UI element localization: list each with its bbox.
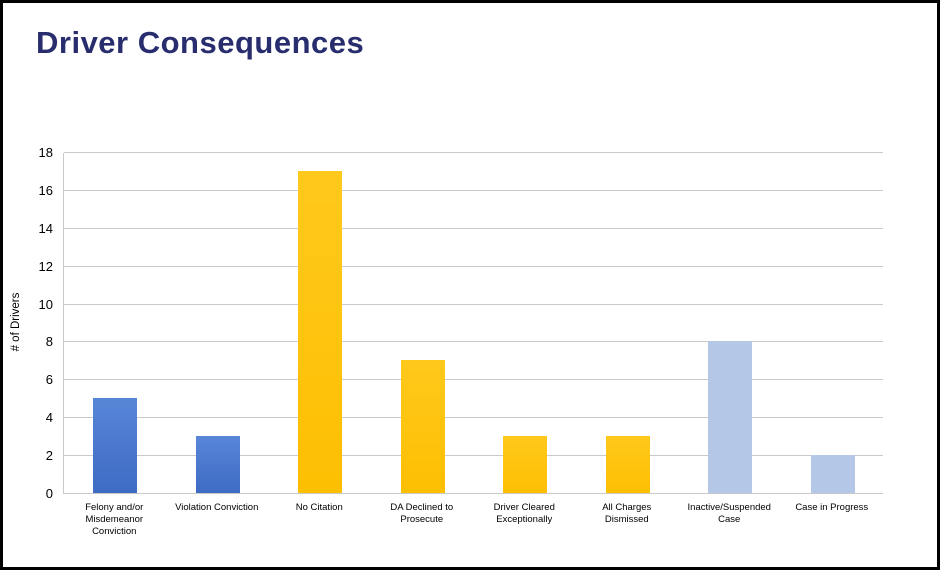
x-category-label-1: Felony and/or Misdemeanor Conviction [85, 502, 144, 537]
gridline-y-4 [64, 417, 883, 419]
bar-8 [810, 455, 855, 493]
y-tick-label-6: 6 [45, 372, 53, 388]
bar-4 [400, 360, 445, 493]
y-tick-label-8: 8 [45, 334, 53, 350]
x-category-label-8: Case in Progress [795, 502, 869, 513]
gridline-y-10 [64, 303, 883, 305]
bar-7 [708, 341, 753, 493]
y-tick-label-0: 0 [45, 486, 53, 501]
gridline-y-12 [64, 265, 883, 267]
x-category-label-7: Inactive/Suspended Case [687, 502, 771, 525]
bar-1 [93, 398, 138, 493]
gridline-y-16 [64, 189, 883, 191]
bar-6 [605, 436, 650, 493]
x-category-label-5: Driver Cleared Exceptionally [493, 502, 555, 525]
bar-2 [195, 436, 240, 493]
chart-title: Driver Consequences [36, 25, 365, 60]
y-tick-label-16: 16 [38, 182, 53, 198]
gridline-y-8 [64, 341, 883, 343]
x-category-label-6: All Charges Dismissed [602, 502, 652, 525]
plot-area [63, 152, 883, 494]
y-tick-label-18: 18 [38, 145, 53, 160]
y-tick-label-4: 4 [45, 410, 53, 426]
x-category-label-2: Violation Conviction [175, 502, 259, 513]
bar-chart: # of Drivers 0 2 4 6 8 10 12 14 16 18 Felony and/o… [3, 3, 937, 567]
y-tick-label-10: 10 [38, 296, 53, 312]
gridline-y-2 [64, 455, 883, 457]
x-category-label-3: No Citation [295, 502, 343, 513]
bar-3 [298, 170, 343, 493]
x-category-label-4: DA Declined to Prosecute [390, 502, 454, 525]
bar-5 [503, 436, 548, 493]
gridline-y-18 [64, 152, 883, 153]
y-tick-label-14: 14 [38, 220, 53, 236]
y-tick-label-12: 12 [38, 258, 53, 274]
y-axis-title: # of Drivers [10, 292, 22, 352]
gridline-y-6 [64, 379, 883, 381]
y-tick-label-2: 2 [45, 448, 53, 464]
gridline-y-14 [64, 227, 883, 229]
